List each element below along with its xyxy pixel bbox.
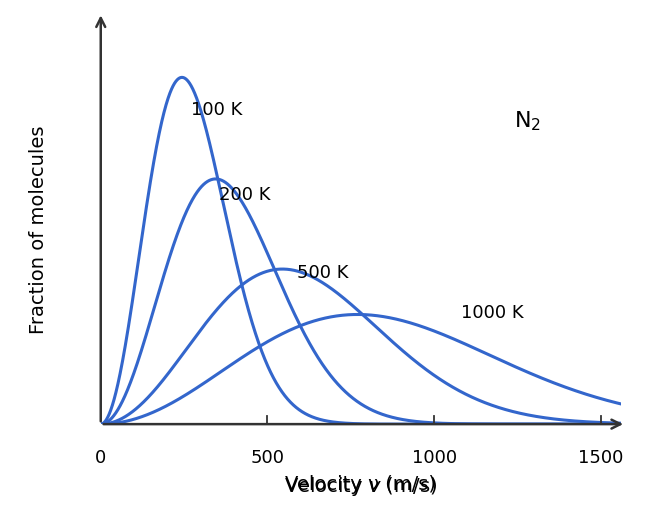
Text: Velocity $v$ (m/s): Velocity $v$ (m/s) [284, 475, 437, 498]
Text: 1500: 1500 [578, 449, 623, 468]
Text: 0: 0 [95, 449, 107, 468]
Text: 200 K: 200 K [219, 186, 270, 204]
Text: 500: 500 [250, 449, 285, 468]
Text: 1000 K: 1000 K [461, 304, 523, 322]
Text: Velocity ν (m/s): Velocity ν (m/s) [285, 475, 436, 494]
Text: 100 K: 100 K [190, 101, 242, 119]
Text: N$_2$: N$_2$ [514, 109, 541, 133]
Text: Fraction of molecules: Fraction of molecules [29, 126, 48, 334]
Text: 1000: 1000 [411, 449, 457, 468]
Text: 500 K: 500 K [298, 264, 349, 282]
